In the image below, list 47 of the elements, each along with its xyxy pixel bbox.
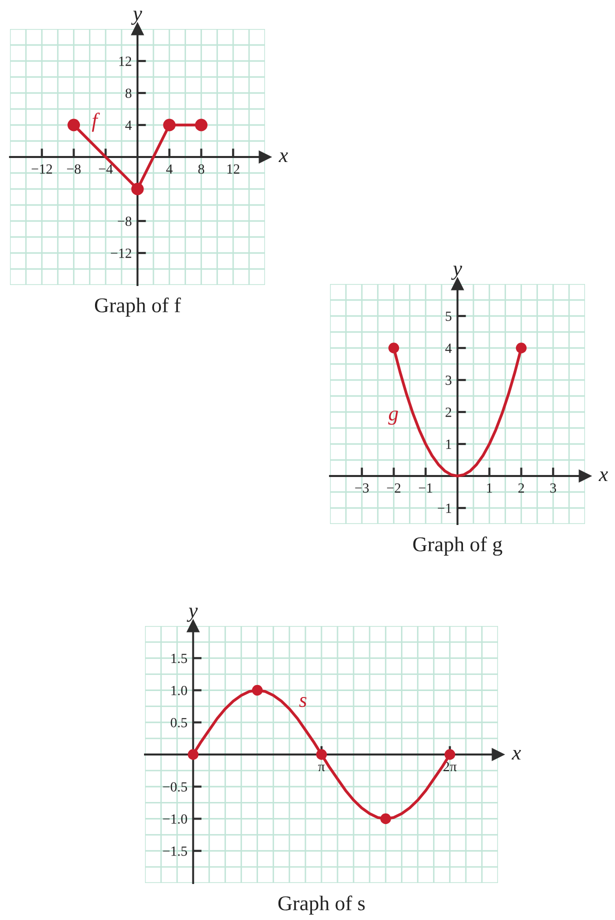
y-tick-label: 1.0 [171,686,188,696]
x-axis-title: x [512,750,521,760]
text: Graph of f [94,298,181,317]
x-tick-label: 12 [227,164,240,174]
x-axis-title: x [278,152,288,162]
point [188,749,199,760]
y-tick-label: −1.5 [163,846,188,856]
x-tick-label: −12 [32,164,52,174]
point [252,684,263,696]
x-tick-label: −8 [67,164,81,174]
y-tick-label: −8 [118,216,132,226]
series-label: g [388,410,398,425]
y-tick-label: −0.5 [163,782,188,792]
x-tick-label: 1 [487,483,492,493]
text: Graph of g [413,536,502,556]
y-tick-label: 1.5 [171,654,188,664]
series-label: s [299,697,306,708]
y-tick-label: 12 [119,56,132,66]
x-tick-label: 2π [443,762,457,772]
x-tick-label: π [318,764,325,772]
point [316,749,327,760]
x-tick-label: 8 [198,164,204,174]
y-tick-label: −1 [438,504,452,513]
x-tick-label: −2 [387,483,400,493]
y-tick-label: 2 [446,408,452,417]
y-tick-label: 5 [446,312,452,321]
y-axis-title: y [451,266,462,280]
x-tick-label: −4 [98,164,113,174]
point [380,813,392,824]
y-axis-title: y [131,10,142,25]
y-tick-label: 4 [445,344,452,353]
y-tick-label: −12 [110,248,132,258]
x-tick-label: 3 [550,483,556,493]
y-tick-label: 0.5 [170,718,188,728]
y-tick-label: 4 [125,120,132,130]
point [444,749,456,760]
text: Graph of s [278,896,365,915]
y-tick-label: −1.0 [163,814,188,824]
y-tick-label: 8 [126,88,132,98]
series-label: f [92,112,100,132]
y-tick-label: 1 [446,440,452,449]
x-tick-label: −1 [418,483,432,493]
y-axis-title: y [186,608,198,622]
x-tick-label: −3 [355,483,369,493]
y-tick-label: 3 [446,376,452,385]
x-axis-title: x [598,471,608,482]
x-tick-label: 2 [518,483,524,493]
